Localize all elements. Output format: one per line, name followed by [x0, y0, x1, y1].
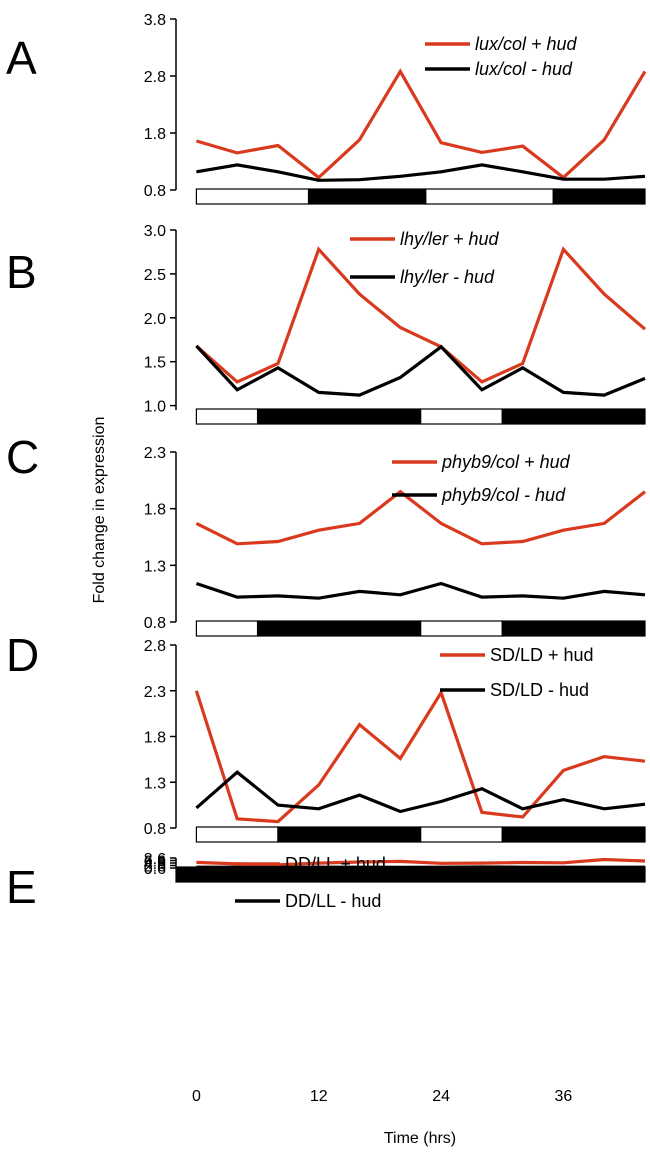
legend-label: lux/col - hud: [475, 59, 573, 79]
y-tick-label: 2.6: [144, 859, 166, 876]
y-tick-label: 1.3: [144, 558, 166, 575]
y-axis-title: Fold change in expression: [91, 417, 108, 604]
legend-label: lhy/ler + hud: [400, 229, 500, 249]
light-period-bar: [195, 408, 259, 425]
panel-b: B 1.0 1.5 2.0 2.5 3.0 lhy/ler + hud lhy/ler - h…: [6, 223, 647, 425]
light-period-bar: [195, 826, 279, 843]
panel-letter: A: [6, 32, 37, 84]
dark-period-bar: [552, 188, 646, 205]
y-tick-label: 2.8: [144, 69, 166, 86]
y-tick-label: 2.0: [144, 311, 166, 328]
panel-letter: E: [6, 861, 37, 913]
dark-period-bar: [256, 620, 422, 637]
series-plus-hud-line: [195, 68, 647, 180]
x-axis-title: Time (hrs): [384, 1130, 456, 1147]
dark-period-bar: [501, 408, 646, 425]
x-tick-label: 36: [555, 1088, 573, 1105]
light-period-bar: [195, 188, 310, 205]
dark-period-bar: [307, 188, 427, 205]
legend-label: DD/LL + hud: [285, 854, 386, 874]
legend-label: SD/LD + hud: [490, 645, 594, 665]
dark-period-bar: [256, 408, 422, 425]
panel-e: E 0.62.64.66.68.6 DD/LL + hud DD/LL - hud: [6, 851, 646, 913]
y-tick-label: 1.8: [144, 730, 166, 747]
series-minus-hud-line: [195, 581, 646, 600]
series-plus-hud-line: [194, 688, 646, 824]
panel-a: A 0.8 1.8 2.8 3.8 lux/col + hud lux/col - hud: [6, 12, 647, 205]
legend-label: lhy/ler - hud: [400, 267, 495, 287]
y-tick-label: 2.8: [144, 638, 166, 655]
y-tick-label: 2.5: [144, 267, 166, 284]
legend-label: phyb9/col - hud: [441, 485, 566, 505]
y-tick-label: 1.3: [144, 775, 166, 792]
dark-period-bar: [501, 826, 646, 843]
panel-c: C 0.8 1.3 1.8 2.3 phyb9/col + hud phyb9/col - …: [6, 431, 646, 637]
y-tick-label: 0.8: [144, 615, 166, 632]
legend-label: phyb9/col + hud: [441, 452, 571, 472]
y-tick-label: 2.3: [144, 684, 166, 701]
y-tick-label: 1.5: [144, 355, 166, 372]
panel-letter: C: [6, 431, 39, 483]
panel-letter: D: [6, 629, 39, 681]
legend-label: DD/LL - hud: [285, 891, 381, 911]
y-tick-label: 1.0: [144, 399, 166, 416]
series-plus-hud-line: [195, 246, 647, 384]
light-period-bar: [425, 188, 554, 205]
light-period-bar: [195, 620, 259, 637]
light-period-bar: [420, 826, 503, 843]
series-minus-hud-line: [196, 163, 646, 182]
y-tick-label: 1.8: [144, 502, 166, 519]
y-tick-label: 4.6: [144, 856, 166, 873]
x-tick-label: 0: [192, 1088, 201, 1105]
y-tick-label: 0.8: [144, 821, 166, 838]
light-period-bar: [420, 620, 503, 637]
y-tick-label: 3.0: [144, 223, 166, 240]
dark-period-bar: [175, 866, 646, 883]
x-tick-label: 12: [310, 1088, 328, 1105]
dark-period-bar: [277, 826, 422, 843]
x-tick-label: 24: [432, 1088, 450, 1105]
y-tick-label: 3.8: [144, 12, 166, 29]
panel-d: D 0.8 1.3 1.8 2.3 2.8 SD/LD + hud SD/LD - hud: [6, 629, 646, 843]
light-period-bar: [420, 408, 503, 425]
series-minus-hud-line: [195, 770, 646, 814]
y-tick-label: 6.6: [144, 854, 166, 871]
y-tick-label: 2.3: [144, 445, 166, 462]
legend-label: lux/col + hud: [475, 34, 578, 54]
y-tick-label: 0.6: [144, 861, 166, 878]
series-plus-hud-line: [195, 489, 646, 546]
y-tick-label: 1.8: [144, 126, 166, 143]
y-tick-label: 0.8: [144, 183, 166, 200]
series-minus-hud-line: [195, 344, 646, 397]
y-tick-label: 8.6: [144, 851, 166, 868]
dark-period-bar: [501, 620, 646, 637]
legend-label: SD/LD - hud: [490, 680, 589, 700]
panel-letter: B: [6, 246, 37, 298]
